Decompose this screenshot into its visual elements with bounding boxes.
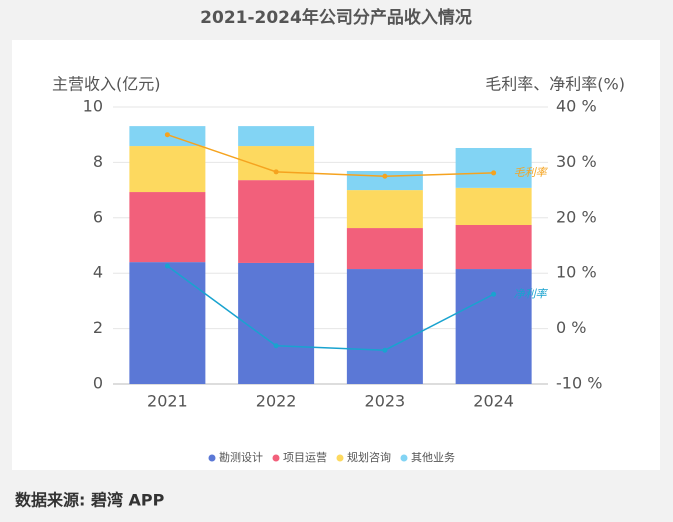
x-tick-label: 2023 bbox=[365, 392, 406, 411]
line-label: 毛利率 bbox=[514, 166, 549, 179]
panel bbox=[12, 40, 660, 470]
y-tick-label: 4 bbox=[93, 263, 103, 282]
line-point bbox=[164, 132, 170, 138]
bar-segment bbox=[129, 192, 206, 263]
bar-segment bbox=[346, 228, 423, 270]
y-tick-label: 2 bbox=[93, 318, 103, 337]
bar-segment bbox=[238, 126, 315, 147]
bar-segment bbox=[455, 225, 532, 270]
legend-swatch bbox=[272, 454, 280, 462]
bar-segment bbox=[346, 269, 423, 384]
bar-segment bbox=[455, 187, 532, 226]
legend-swatch bbox=[336, 454, 344, 462]
y2-tick-label: 30 % bbox=[556, 152, 597, 171]
y2-tick-label: 0 % bbox=[556, 318, 586, 337]
line bbox=[167, 133, 494, 178]
legend-label: 勘测设计 bbox=[219, 451, 263, 464]
x-tick-label: 2022 bbox=[256, 392, 297, 411]
line-point bbox=[382, 173, 388, 179]
y-tick-label: 0 bbox=[93, 374, 103, 393]
y2-axis-title: 毛利率、净利率(%) bbox=[485, 75, 625, 94]
y-tick-label: 6 bbox=[93, 207, 103, 226]
y2-tick-label: 20 % bbox=[556, 207, 597, 226]
line bbox=[166, 265, 494, 351]
legend-label: 规划咨询 bbox=[347, 450, 391, 464]
line-point bbox=[164, 263, 170, 269]
bar-segment bbox=[455, 269, 532, 384]
chart-title: 2021-2024年公司分产品收入情况 bbox=[200, 7, 472, 28]
bar-segment bbox=[129, 262, 206, 384]
y-tick-label: 8 bbox=[93, 152, 103, 171]
legend-label: 项目运营 bbox=[283, 450, 327, 464]
bar-segment bbox=[129, 146, 206, 193]
line-label: 净利率 bbox=[514, 287, 549, 300]
bar-segment bbox=[238, 180, 315, 263]
legend-label: 其他业务 bbox=[411, 451, 455, 464]
legend-swatch bbox=[400, 454, 408, 462]
x-tick-label: 2021 bbox=[147, 392, 188, 411]
bar-segment bbox=[455, 147, 532, 188]
bar-segment bbox=[346, 190, 423, 229]
line-point bbox=[491, 170, 497, 176]
line-point bbox=[273, 169, 279, 175]
footer: 数据来源: 碧湾 APP bbox=[15, 491, 165, 510]
line-point bbox=[273, 343, 279, 349]
y-tick-label: 10 bbox=[83, 97, 103, 116]
y-axis-title: 主营收入(亿元) bbox=[52, 75, 161, 94]
y2-tick-label: 40 % bbox=[556, 97, 597, 116]
x-tick-label: 2024 bbox=[473, 392, 514, 411]
legend-swatch bbox=[208, 454, 216, 462]
bar-segment bbox=[238, 262, 315, 384]
y2-tick-label: -10 % bbox=[556, 374, 602, 393]
line-point bbox=[491, 291, 497, 297]
line-point bbox=[382, 347, 388, 353]
y2-tick-label: 10 % bbox=[556, 263, 597, 282]
